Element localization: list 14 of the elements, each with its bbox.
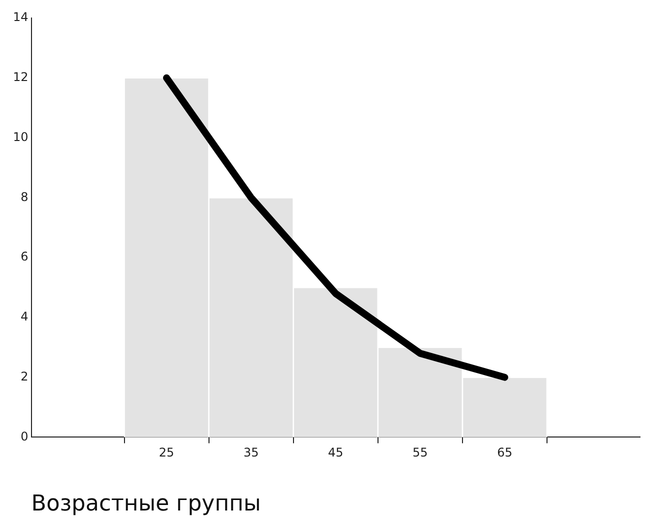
y-tick-label: 0 — [20, 429, 28, 444]
y-tick-label: 4 — [20, 310, 28, 324]
y-tick-label: 8 — [20, 190, 28, 204]
y-tick-label: 6 — [20, 250, 28, 264]
x-tick-label: 65 — [497, 446, 512, 460]
x-tick-label: 35 — [243, 446, 259, 460]
y-tick-label: 10 — [12, 130, 28, 144]
x-axis-title: Возрастные группы — [31, 492, 261, 517]
x-tick-label: 25 — [158, 446, 174, 460]
x-tick-label: 45 — [328, 446, 344, 460]
y-tick-label: 12 — [12, 70, 28, 84]
x-tick-label: 55 — [412, 446, 428, 460]
y-tick-label: 2 — [20, 369, 28, 384]
y-tick-label: 14 — [12, 10, 28, 24]
